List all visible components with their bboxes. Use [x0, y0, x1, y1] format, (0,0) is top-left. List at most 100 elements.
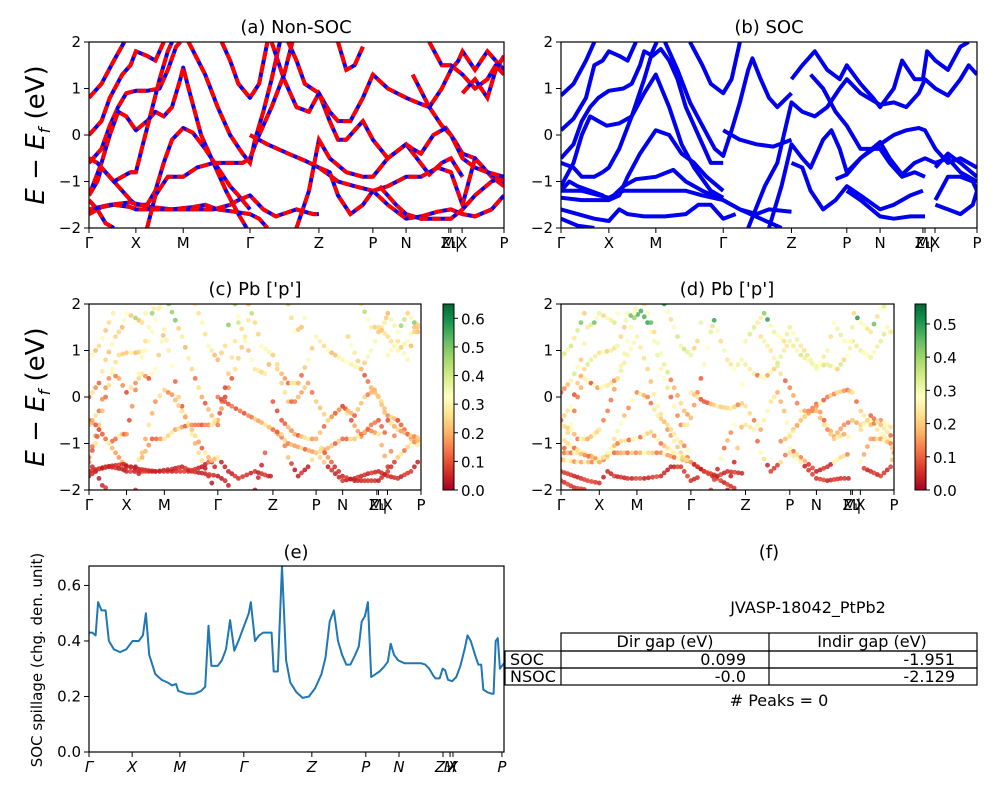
projection-point — [369, 478, 374, 484]
projection-point — [739, 357, 745, 363]
projection-point — [128, 469, 134, 474]
projection-point — [781, 338, 787, 344]
projection-point — [681, 422, 687, 428]
x-tick-label: Γ — [719, 234, 728, 252]
projection-point — [365, 317, 371, 322]
y-tick-label: −1 — [531, 173, 553, 191]
projection-point — [412, 464, 417, 470]
projection-point — [279, 371, 284, 377]
y-tick-label: −2 — [531, 481, 553, 499]
projection-point — [340, 478, 345, 484]
projection-point — [274, 366, 280, 372]
band-line-nonsoc — [378, 174, 504, 221]
projection-point — [99, 369, 105, 374]
projection-point — [177, 469, 183, 474]
projection-point — [631, 315, 637, 321]
projection-point — [768, 399, 774, 404]
projection-point — [93, 441, 98, 446]
plot-frame — [88, 565, 505, 753]
projection-point — [591, 320, 597, 325]
projection-point — [728, 469, 734, 475]
projection-point — [332, 410, 338, 416]
projection-point — [605, 383, 610, 388]
projection-point — [263, 422, 268, 428]
projection-point — [352, 478, 357, 484]
projection-point — [817, 467, 823, 473]
projection-point — [136, 457, 142, 463]
projection-point — [608, 380, 614, 386]
projection-point — [153, 436, 159, 442]
projection-point — [582, 452, 588, 458]
projection-point — [402, 351, 407, 356]
projection-point — [116, 455, 122, 460]
projection-point — [817, 415, 823, 421]
projection-point — [344, 359, 350, 365]
projection-point — [581, 341, 587, 346]
band-line — [789, 42, 970, 110]
projection-point — [321, 411, 327, 417]
projection-point — [814, 366, 819, 372]
projection-point — [586, 459, 591, 465]
projection-point — [861, 350, 867, 356]
projection-point — [249, 310, 255, 316]
projection-point — [615, 376, 620, 381]
projection-point — [292, 380, 298, 386]
projection-point — [787, 385, 793, 391]
projection-point — [806, 410, 811, 416]
x-tick-label: Z₁ — [369, 496, 385, 514]
projection-point — [355, 478, 361, 484]
projection-point — [186, 422, 192, 428]
projection-point — [648, 429, 654, 435]
projection-point — [810, 471, 815, 477]
projection-point — [388, 448, 394, 454]
projection-point — [782, 378, 788, 384]
projection-point — [336, 438, 342, 444]
projection-point — [226, 469, 231, 474]
projection-point — [392, 323, 397, 329]
projection-point — [189, 366, 195, 372]
projection-point — [678, 464, 684, 470]
projection-point — [355, 407, 361, 412]
projection-point — [176, 403, 182, 408]
projection-point — [801, 348, 807, 353]
table-cell: -0.0 — [715, 667, 746, 686]
panel-d-colorbar: 0.0 0.1 0.2 0.3 0.4 0.5 — [914, 303, 957, 500]
projection-point — [376, 324, 381, 330]
projection-point — [637, 476, 643, 481]
projection-point — [382, 410, 388, 415]
projection-point — [715, 328, 720, 334]
projection-point — [119, 324, 125, 330]
projection-point — [571, 431, 577, 437]
projection-point — [215, 357, 221, 363]
projection-point — [731, 459, 737, 465]
projection-point — [578, 436, 584, 442]
projection-point — [585, 378, 590, 384]
projection-point — [124, 431, 129, 437]
projection-point — [229, 471, 235, 477]
projection-point — [379, 424, 384, 429]
projection-point — [630, 437, 636, 442]
projection-point — [658, 366, 664, 372]
projection-point — [340, 357, 345, 363]
projection-point — [608, 450, 614, 456]
projection-point — [865, 444, 870, 449]
projection-point — [778, 371, 784, 377]
y-tick-label: 2 — [543, 295, 553, 313]
projection-point — [641, 355, 647, 361]
projection-point — [565, 450, 571, 456]
projection-point — [309, 345, 315, 351]
projection-point — [151, 306, 157, 311]
projection-point — [838, 362, 844, 367]
projection-point — [382, 331, 388, 336]
projection-point — [395, 417, 401, 423]
x-tick-label: Z — [786, 234, 796, 252]
projection-point — [379, 328, 384, 333]
projection-point — [621, 450, 627, 456]
projection-point — [259, 420, 264, 425]
projection-point — [561, 438, 567, 443]
projection-point — [239, 345, 245, 350]
projection-point — [817, 476, 823, 482]
projection-point — [209, 348, 215, 353]
projection-point — [865, 417, 870, 423]
